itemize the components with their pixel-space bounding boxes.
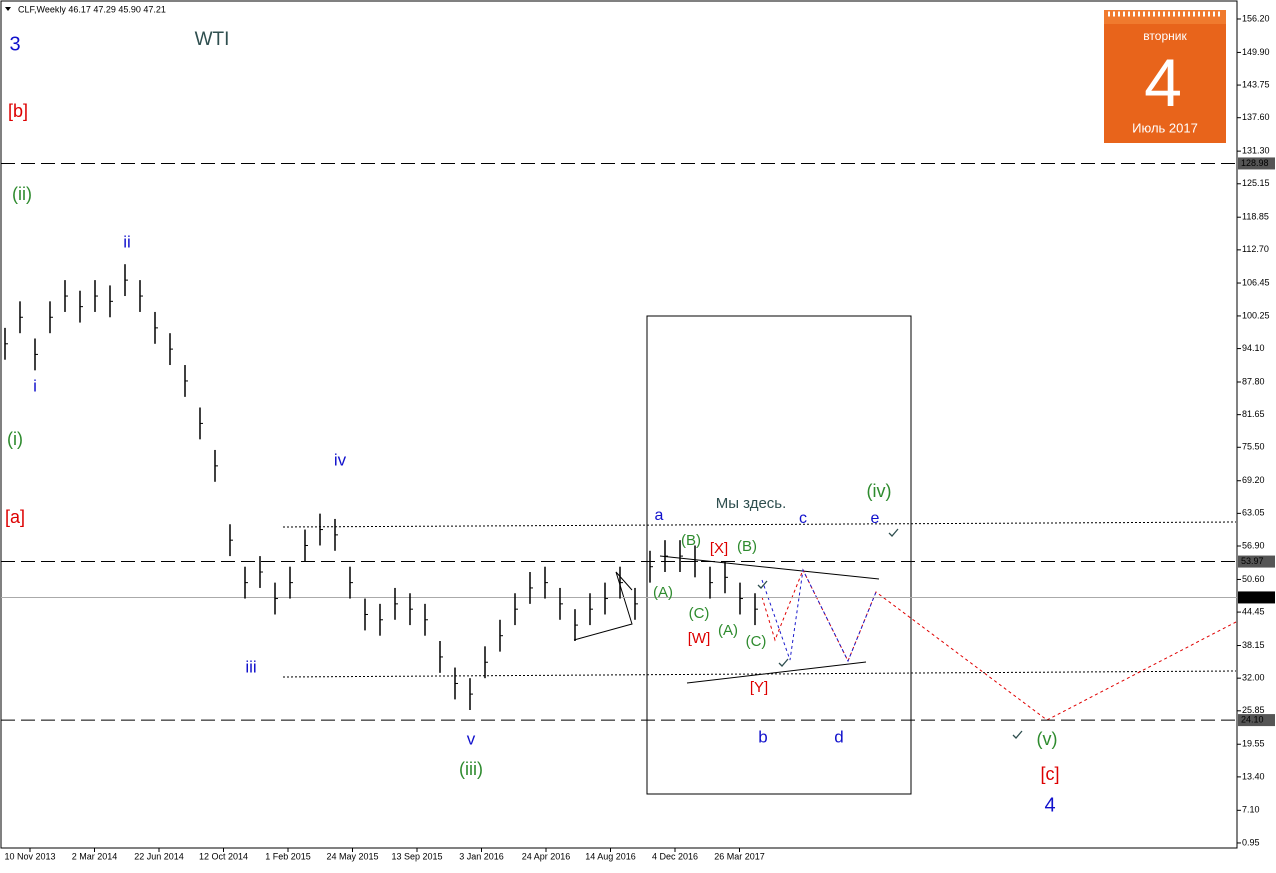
y-tick-label: 75.50 xyxy=(1242,442,1265,452)
wave-label: b xyxy=(758,727,767,746)
x-tick-label: 3 Jan 2016 xyxy=(459,851,504,861)
y-tick-label: 19.55 xyxy=(1242,739,1265,749)
y-tick-label: 7.10 xyxy=(1242,805,1260,815)
y-tick-label: 38.15 xyxy=(1242,640,1265,650)
wave-label: 4 xyxy=(1044,794,1055,816)
plot-frame xyxy=(0,0,1238,849)
x-tick-label: 22 Jun 2014 xyxy=(134,851,184,861)
wave-label: e xyxy=(871,510,880,527)
wave-label: (C) xyxy=(746,633,767,650)
level-label: 128.98 xyxy=(1241,158,1269,168)
calendar-day: 4 xyxy=(1144,45,1182,121)
header-icon xyxy=(5,7,11,11)
y-tick-label: 32.00 xyxy=(1242,673,1265,683)
wave-label: [a] xyxy=(5,507,25,527)
wave-label: (B) xyxy=(737,538,757,555)
x-tick-label: 13 Sep 2015 xyxy=(391,851,442,861)
y-tick-label: 56.90 xyxy=(1242,540,1265,550)
wave-label: (iv) xyxy=(867,481,892,501)
wave-label: ii xyxy=(123,232,131,251)
x-tick-label: 14 Aug 2016 xyxy=(585,851,636,861)
y-tick-label: 0.95 xyxy=(1242,837,1260,847)
wave-label: 3 xyxy=(9,33,20,55)
x-tick-label: 12 Oct 2014 xyxy=(199,851,248,861)
wave-label: iv xyxy=(334,450,347,469)
level-tag xyxy=(1238,591,1275,604)
y-tick-label: 63.05 xyxy=(1242,508,1265,518)
x-tick-label: 1 Feb 2015 xyxy=(265,851,311,861)
y-tick-label: 69.20 xyxy=(1242,475,1265,485)
wave-label: [b] xyxy=(8,101,28,121)
x-tick-label: 2 Mar 2014 xyxy=(72,851,118,861)
y-tick-label: 143.75 xyxy=(1242,79,1270,89)
y-tick-label: 13.40 xyxy=(1242,771,1265,781)
y-tick-label: 156.20 xyxy=(1242,13,1270,23)
level-tag xyxy=(1238,714,1275,727)
calendar-month: Июль 2017 xyxy=(1132,120,1198,135)
level-label: 47.21 xyxy=(1241,592,1264,602)
level-label: 24.10 xyxy=(1241,714,1264,724)
title: WTI xyxy=(195,29,230,50)
y-tick-label: 87.80 xyxy=(1242,376,1265,386)
wave-label: iii xyxy=(245,657,256,676)
wave-label: (v) xyxy=(1037,729,1058,749)
x-tick-label: 24 Apr 2016 xyxy=(522,851,571,861)
y-tick-label: 131.30 xyxy=(1242,146,1270,156)
wave-label: Мы здесь. xyxy=(716,495,787,512)
y-tick-label: 44.45 xyxy=(1242,606,1265,616)
y-tick-label: 106.45 xyxy=(1242,277,1270,287)
wave-label: (A) xyxy=(718,622,738,639)
calendar-weekday: вторник xyxy=(1143,29,1187,43)
wave-label: d xyxy=(834,727,843,746)
layout-lines xyxy=(282,315,1237,795)
wave-label: (A) xyxy=(653,584,673,601)
x-tick-label: 26 Mar 2017 xyxy=(714,851,765,861)
wave-label: [W] xyxy=(688,630,711,647)
header: CLF,Weekly 46.17 47.29 45.90 47.21 xyxy=(18,4,166,14)
y-tick-label: 25.85 xyxy=(1242,705,1265,715)
level-tag xyxy=(1238,555,1275,568)
wave-label: [c] xyxy=(1040,764,1059,784)
level-tag xyxy=(1238,157,1275,170)
wave-label: a xyxy=(655,507,664,524)
y-tick-label: 137.60 xyxy=(1242,112,1270,122)
x-tick-label: 4 Dec 2016 xyxy=(652,851,698,861)
y-tick-label: 149.90 xyxy=(1242,47,1270,57)
wave-label: i xyxy=(33,376,37,395)
y-tick-label: 125.15 xyxy=(1242,178,1270,188)
y-tick-label: 118.85 xyxy=(1242,212,1269,222)
wave-label: (C) xyxy=(689,605,710,622)
x-tick-label: 24 May 2015 xyxy=(326,851,378,861)
calendar: вторник 4 Июль 2017 xyxy=(1104,10,1226,143)
y-tick-label: 50.60 xyxy=(1242,574,1265,584)
wave-label: [Y] xyxy=(750,679,768,696)
wave-label: (iii) xyxy=(459,759,483,779)
wave-label: c xyxy=(799,510,807,527)
y-tick-label: 100.25 xyxy=(1242,310,1270,320)
x-tick-label: 10 Nov 2013 xyxy=(4,851,55,861)
y-tick-label: 94.10 xyxy=(1242,343,1265,353)
wave-label: (ii) xyxy=(12,184,32,204)
wave-label: [X] xyxy=(710,540,728,557)
wave-label: (B) xyxy=(681,532,701,549)
wave-label: (i) xyxy=(7,429,23,449)
level-label: 53.97 xyxy=(1241,556,1264,566)
wave-label: v xyxy=(467,729,476,748)
y-tick-label: 112.70 xyxy=(1242,244,1269,254)
y-tick-label: 81.65 xyxy=(1242,409,1265,419)
